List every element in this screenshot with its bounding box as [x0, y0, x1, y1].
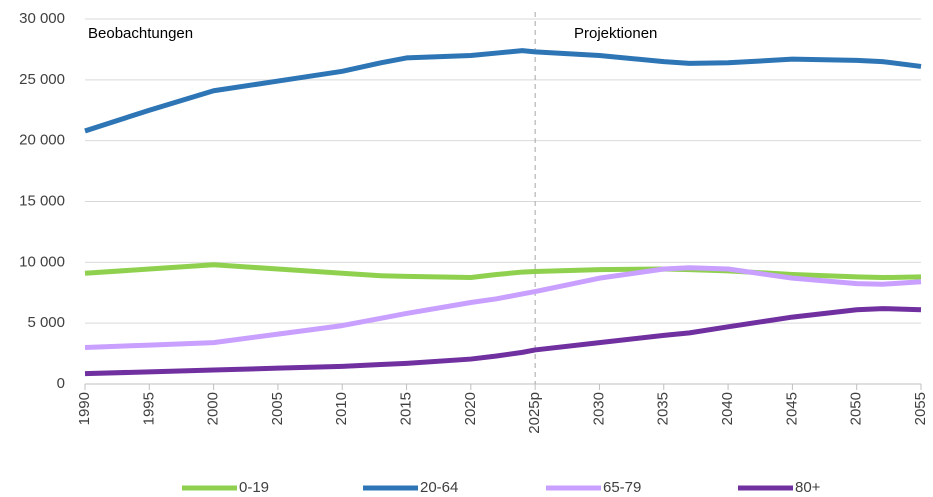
- y-tick-label: 30 000: [19, 10, 65, 27]
- legend-item: 80+: [738, 479, 821, 496]
- series-line: [84, 265, 922, 350]
- annotation: Projektionen: [574, 25, 657, 42]
- y-tick-label: 25 000: [19, 71, 65, 88]
- x-tick-label: 1995: [140, 392, 157, 425]
- x-tick-label: 2050: [848, 392, 865, 425]
- series-line: [84, 48, 922, 134]
- x-tick-label: 1990: [76, 392, 93, 425]
- x-tick-label: 2000: [205, 392, 222, 425]
- y-tick-label: 10 000: [19, 253, 65, 270]
- x-tick-label: 2035: [655, 392, 672, 425]
- x-tick-label: 2025p: [526, 392, 543, 434]
- x-tick-label: 2010: [333, 392, 350, 425]
- legend-label: 80+: [795, 479, 821, 496]
- legend-item: 65-79: [546, 479, 641, 496]
- x-tick-label: 2055: [912, 392, 929, 425]
- y-tick-label: 15 000: [19, 192, 65, 209]
- legend-item: 0-19: [182, 479, 269, 496]
- series-line: [84, 306, 922, 377]
- x-tick-label: 2040: [719, 392, 736, 425]
- y-tick-label: 0: [57, 375, 65, 392]
- x-tick-label: 2005: [269, 392, 286, 425]
- x-tick-label: 2020: [462, 392, 479, 425]
- x-tick-label: 2015: [398, 392, 415, 425]
- series-line: [84, 262, 922, 281]
- x-tick-label: 2045: [783, 392, 800, 425]
- legend-label: 20-64: [420, 479, 458, 496]
- annotation: Beobachtungen: [88, 25, 193, 42]
- legend-label: 0-19: [239, 479, 269, 496]
- x-tick-label: 2030: [590, 392, 607, 425]
- legend-label: 65-79: [603, 479, 641, 496]
- y-tick-label: 5 000: [27, 314, 65, 331]
- y-tick-label: 20 000: [19, 132, 65, 149]
- legend-item: 20-64: [363, 479, 458, 496]
